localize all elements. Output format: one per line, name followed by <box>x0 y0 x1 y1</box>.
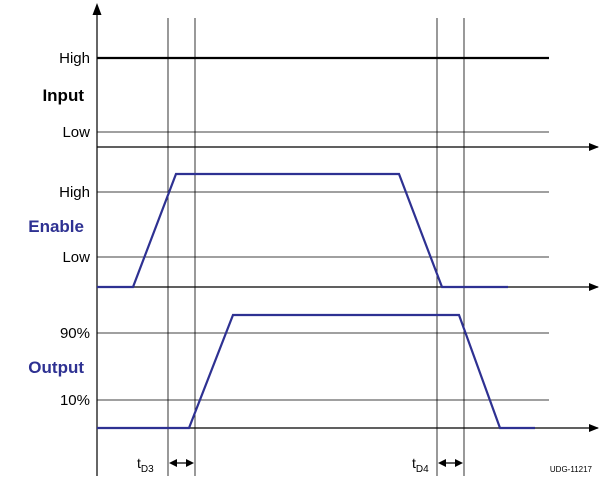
td3-label: tD3 <box>137 455 154 475</box>
output-waveform <box>97 313 535 430</box>
enable-high-label: High <box>59 184 90 201</box>
input-signal-label: Input <box>42 86 84 105</box>
enable-waveform <box>97 172 508 289</box>
vertical-axis-arrow-icon <box>92 3 102 15</box>
input-high-label: High <box>59 50 90 67</box>
output-90-label: 90% <box>60 325 90 342</box>
drawing-code: UDG-11217 <box>550 465 593 474</box>
td4-arrow-left-icon <box>438 459 446 467</box>
enable-signal-label: Enable <box>28 217 84 236</box>
output-signal-label: Output <box>28 358 84 377</box>
enable-low-label: Low <box>62 249 90 266</box>
td3-arrow-right-icon <box>186 459 194 467</box>
td4-label: tD4 <box>412 455 429 475</box>
input-low-label: Low <box>62 124 90 141</box>
td3-arrow-left-icon <box>169 459 177 467</box>
output-10-label: 10% <box>60 392 90 409</box>
td4-arrow-right-icon <box>455 459 463 467</box>
